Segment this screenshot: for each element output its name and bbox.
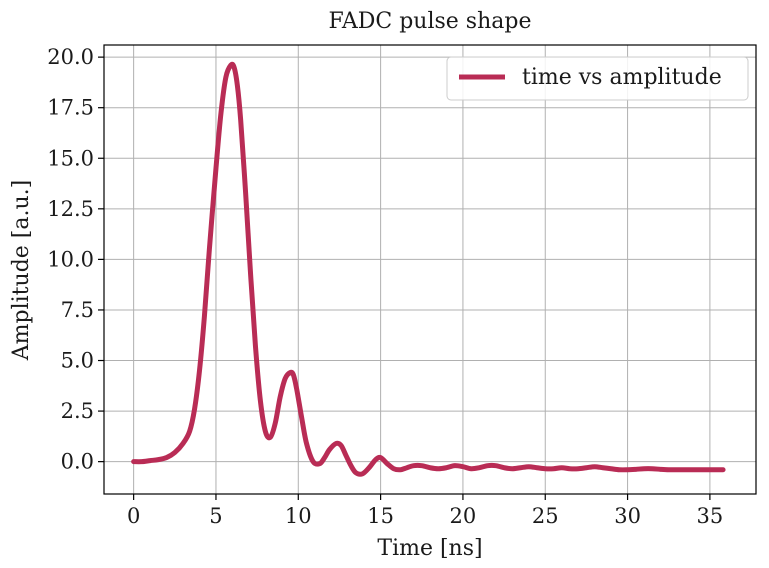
x-tick-label: 20 bbox=[450, 504, 477, 528]
grid-lines bbox=[104, 45, 756, 494]
legend-box bbox=[446, 56, 749, 101]
y-tick-label: 5.0 bbox=[61, 349, 94, 373]
chart-title: FADC pulse shape bbox=[329, 9, 532, 34]
x-tick-label: 5 bbox=[209, 504, 222, 528]
x-tick-label: 25 bbox=[532, 504, 559, 528]
y-axis-label: Amplitude [a.u.] bbox=[9, 180, 34, 361]
y-tick-label: 15.0 bbox=[47, 146, 94, 170]
y-tick-label: 0.0 bbox=[61, 450, 94, 474]
y-tick-label: 20.0 bbox=[47, 45, 94, 69]
series-line bbox=[131, 61, 726, 477]
y-tick-label: 10.0 bbox=[47, 247, 94, 271]
legend-label: time vs amplitude bbox=[522, 65, 722, 90]
series-layer bbox=[131, 61, 726, 477]
x-tick-label: 30 bbox=[614, 504, 641, 528]
x-tick-label: 0 bbox=[127, 504, 140, 528]
y-tick-label: 7.5 bbox=[61, 298, 94, 322]
x-tick-label: 15 bbox=[367, 504, 394, 528]
x-tick-label: 35 bbox=[697, 504, 724, 528]
y-tick-label: 12.5 bbox=[47, 197, 94, 221]
plot-frame bbox=[103, 44, 757, 495]
x-axis-label: Time [ns] bbox=[377, 536, 482, 561]
legend: time vs amplitude bbox=[446, 56, 749, 101]
y-tick-label: 2.5 bbox=[61, 399, 94, 423]
x-tick-label: 10 bbox=[285, 504, 312, 528]
y-tick-label: 17.5 bbox=[47, 96, 94, 120]
axis-ticks: 0 5 10 15 20 25 30 35 0.0 2.5 5.0 7.5 10.0 12.5 15.0 17… bbox=[47, 45, 723, 528]
